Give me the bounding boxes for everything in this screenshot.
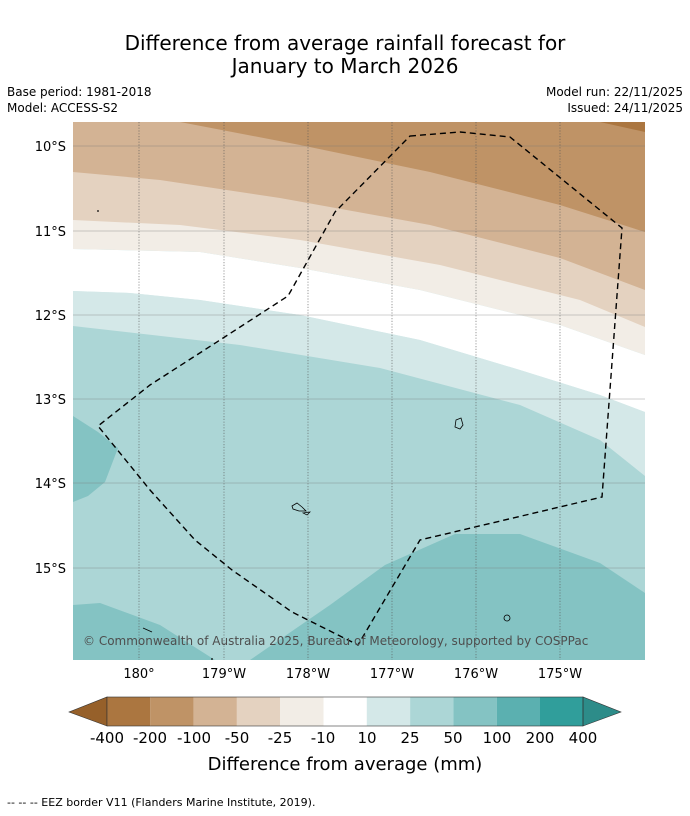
contour-band-plus50-southwest [73, 603, 215, 660]
colorbar-extend-high [582, 696, 622, 727]
colorbar-tick-label: 10 [357, 729, 376, 747]
lat-label: 11°S [35, 225, 66, 240]
colorbar-title: Difference from average (mm) [208, 754, 483, 775]
base-period-text: Base period: 1981-2018 [7, 85, 152, 99]
contour-band-minus200 [600, 122, 645, 132]
colorbar [68, 696, 622, 727]
contour-band-plus50-southeast [250, 534, 645, 660]
island-outline [291, 502, 307, 512]
colorbar-tick-label: 200 [526, 729, 555, 747]
contour-band-plus50-west [73, 416, 118, 502]
lon-label: 175°W [538, 667, 582, 682]
parallel-gridlines [73, 145, 645, 569]
chart-title-line-1: Difference from average rainfall forecas… [124, 31, 566, 55]
contour-band-minus100 [180, 122, 645, 232]
colorbar-swatch [236, 697, 281, 726]
colorbar-swatch [366, 697, 411, 726]
colorbar-tick-label: -200 [133, 729, 167, 747]
colorbar-swatch [193, 697, 237, 726]
lat-label: 10°S [35, 140, 66, 155]
lat-label: 12°S [35, 309, 66, 324]
colorbar-frame [106, 696, 584, 727]
colorbar-tick-label: 100 [483, 729, 512, 747]
copyright-text: © Commonwealth of Australia 2025, Bureau… [83, 634, 588, 648]
lon-label: 176°W [454, 667, 498, 682]
model-name-text: Model: ACCESS-S2 [7, 101, 119, 115]
latitude-labels: 10°S 11°S 12°S 13°S 14°S 15°S [35, 140, 66, 577]
colorbar-tick-label: 400 [569, 729, 598, 747]
colorbar-tick-label: -50 [225, 729, 250, 747]
colorbar-tick-label: 50 [443, 729, 462, 747]
colorbar-tick-labels: -400 -200 -100 -50 -25 -10 10 25 50 100 … [90, 729, 597, 747]
colorbar-swatch [150, 697, 194, 726]
contour-band-plus10 [73, 291, 645, 476]
lon-label: 177°W [370, 667, 414, 682]
colorbar-swatch [496, 697, 540, 726]
colorbar-swatch [280, 697, 324, 726]
island-outline [503, 614, 511, 622]
colorbar-tick-label: -400 [90, 729, 124, 747]
island-outline [211, 658, 213, 660]
colorbar-extend-low [68, 696, 108, 727]
colorbar-swatch [323, 697, 367, 726]
colorbar-tick-label: -25 [268, 729, 293, 747]
colorbar-swatch [410, 697, 454, 726]
colorbar-swatch [453, 697, 497, 726]
eez-footnote: -- -- -- EEZ border V11 (Flanders Marine… [7, 796, 316, 809]
colorbar-swatch [107, 697, 151, 726]
lat-label: 13°S [35, 393, 66, 408]
island-outline [454, 417, 464, 430]
colorbar-swatch [540, 697, 583, 726]
island-outline [301, 511, 311, 516]
lon-label: 179°W [202, 667, 246, 682]
contour-band-near-zero [73, 249, 645, 412]
eez-border-line [97, 131, 623, 646]
colorbar-tick-label: -10 [311, 729, 336, 747]
lon-label: 178°W [286, 667, 330, 682]
longitude-labels: 180° 179°W 178°W 177°W 176°W 175°W [123, 667, 582, 682]
colorbar-tick-label: 25 [400, 729, 419, 747]
issued-date-text: Issued: 24/11/2025 [567, 101, 683, 115]
island-outline [142, 627, 153, 633]
island-outline [97, 210, 99, 212]
model-run-text: Model run: 22/11/2025 [545, 85, 683, 99]
rainfall-map: © Commonwealth of Australia 2025, Bureau… [35, 122, 645, 775]
chart-title-line-2: January to March 2026 [231, 54, 459, 78]
lat-label: 14°S [35, 477, 66, 492]
lon-label: 180° [123, 667, 154, 682]
meridian-gridlines [138, 122, 561, 660]
lat-label: 15°S [35, 562, 66, 577]
colorbar-tick-label: -100 [177, 729, 211, 747]
